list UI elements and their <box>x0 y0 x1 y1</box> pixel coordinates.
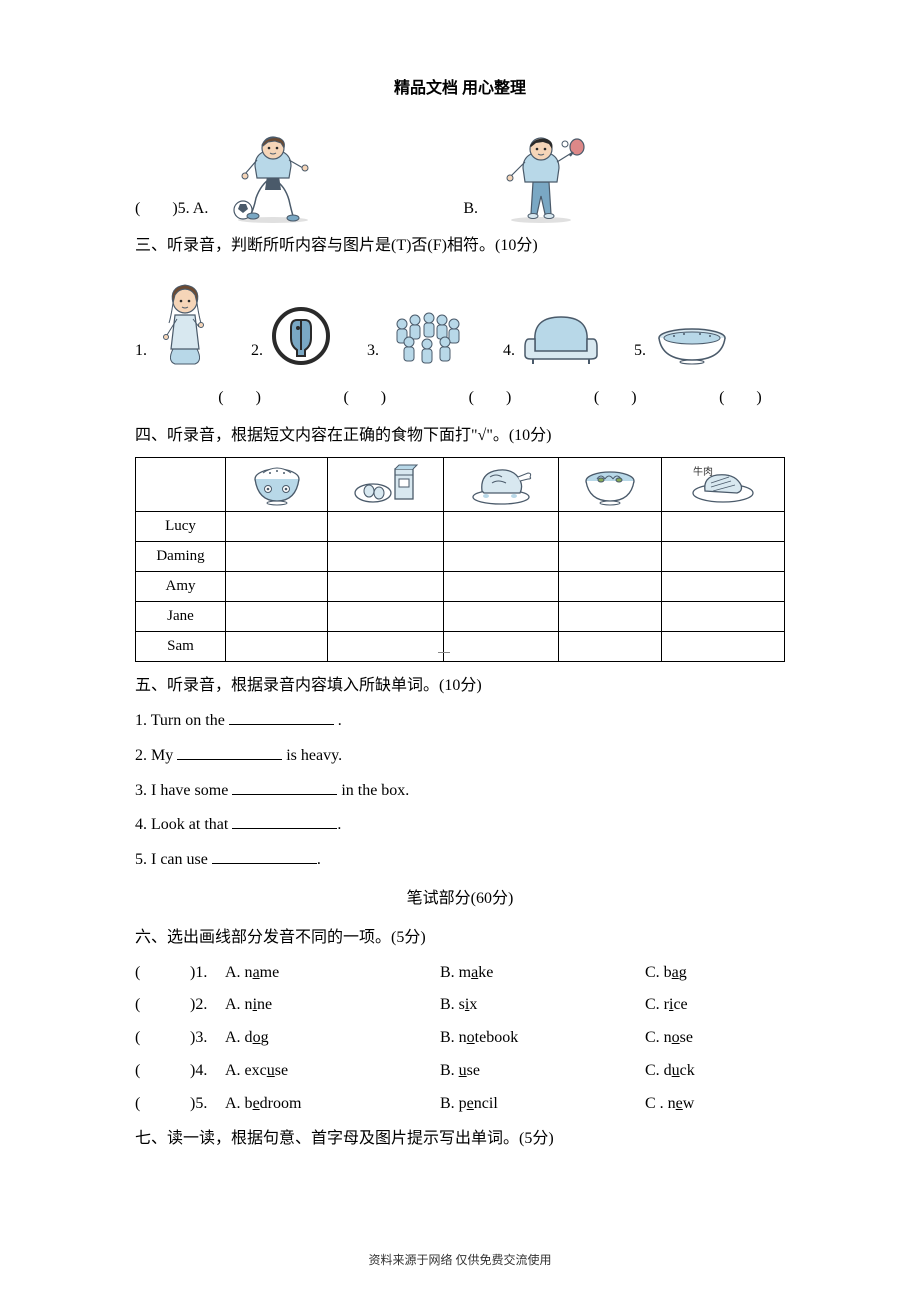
paren-5: ( ) <box>696 384 785 413</box>
paren-1: ( ) <box>195 384 284 413</box>
mc-opt-b: B. notebook <box>440 1024 645 1053</box>
rice-icon-cell <box>226 458 328 512</box>
mc-opt-c: C. rice <box>645 991 765 1020</box>
sec5-title: 五、听录音，根据录音内容填入所缺单词。(10分) <box>135 672 785 701</box>
sofa-icon <box>523 311 598 366</box>
mc-opt-b: B. use <box>440 1057 645 1086</box>
sec5-item-4: 4. Look at that . <box>135 811 785 840</box>
mc-paren: ( <box>135 1090 190 1119</box>
sec3-images-row: 1. 2. <box>135 281 785 366</box>
mc-opt-b: B. make <box>440 959 645 988</box>
svg-text:牛肉: 牛肉 <box>693 465 713 478</box>
paren-2: ( ) <box>320 384 409 413</box>
mc-row: ()5.A. bedroomB. pencilC . new <box>135 1090 785 1119</box>
q5-label-b: B. <box>463 195 478 224</box>
mc-opt-a: A. nine <box>225 991 440 1020</box>
mc-opt-a: A. excuse <box>225 1057 440 1086</box>
mc-num: )1. <box>190 959 225 988</box>
sec3-title: 三、听录音，判断所听内容与图片是(T)否(F)相符。(10分) <box>135 232 785 261</box>
mc-paren: ( <box>135 959 190 988</box>
mc-row: ()3.A. dogB. notebookC. nose <box>135 1024 785 1053</box>
sec6-title: 六、选出画线部分发音不同的一项。(5分) <box>135 924 785 953</box>
name-cell: Sam <box>136 632 226 662</box>
milk-egg-icon-cell <box>328 458 443 512</box>
chicken-icon-cell <box>443 458 558 512</box>
mc-opt-c: C. duck <box>645 1057 765 1086</box>
bowl-icon <box>654 326 729 366</box>
mc-num: )5. <box>190 1090 225 1119</box>
sec3-num-2: 2. <box>251 337 263 366</box>
food-table: 牛肉 Lucy Daming Amy Jane Sam <box>135 457 785 662</box>
mc-paren: ( <box>135 991 190 1020</box>
name-cell: Amy <box>136 572 226 602</box>
table-row: Amy <box>136 572 785 602</box>
name-cell: Lucy <box>136 512 226 542</box>
beef-icon-cell: 牛肉 <box>661 458 785 512</box>
question-5-row: ( )5. A. B. <box>135 134 785 224</box>
sec5-item-2: 2. My is heavy. <box>135 742 785 771</box>
q5-label-a: ( )5. A. <box>135 195 208 224</box>
paren-4: ( ) <box>571 384 660 413</box>
sec5-item-1: 1. Turn on the . <box>135 707 785 736</box>
mc-row: ()1.A. nameB. makeC. bag <box>135 959 785 988</box>
boy-soccer-icon <box>223 134 323 224</box>
mc-row: ()4.A. excuseB. useC. duck <box>135 1057 785 1086</box>
table-header-row: 牛肉 <box>136 458 785 512</box>
table-row: Jane <box>136 602 785 632</box>
name-cell: Jane <box>136 602 226 632</box>
page-header: 精品文档 用心整理 <box>135 75 785 104</box>
sec3-parens: ( ) ( ) ( ) ( ) ( ) <box>195 384 785 413</box>
page: 精品文档 用心整理 ( )5. A. B <box>0 0 920 1302</box>
mc-opt-c: C . new <box>645 1090 765 1119</box>
mc-num: )4. <box>190 1057 225 1086</box>
mc-num: )2. <box>190 991 225 1020</box>
mc-opt-b: B. six <box>440 991 645 1020</box>
mc-opt-a: A. dog <box>225 1024 440 1053</box>
page-footer: 资料来源于网络 仅供免费交流使用 <box>0 1250 920 1272</box>
girl-icon <box>155 281 215 366</box>
mc-opt-c: C. nose <box>645 1024 765 1053</box>
sec7-title: 七、读一读，根据句意、首字母及图片提示写出单词。(5分) <box>135 1125 785 1154</box>
name-cell: Daming <box>136 542 226 572</box>
mc-opt-c: C. bag <box>645 959 765 988</box>
mc-opt-a: A. bedroom <box>225 1090 440 1119</box>
table-row: Sam <box>136 632 785 662</box>
sec5-item-5: 5. I can use . <box>135 846 785 875</box>
paren-3: ( ) <box>445 384 534 413</box>
quiet-sign-icon <box>271 306 331 366</box>
table-row: Lucy <box>136 512 785 542</box>
sec4-title: 四、听录音，根据短文内容在正确的食物下面打"√"。(10分) <box>135 422 785 451</box>
written-header: 笔试部分(60分) <box>135 885 785 914</box>
sec3-num-4: 4. <box>503 337 515 366</box>
sec3-num-3: 3. <box>367 337 379 366</box>
page-center-marker <box>438 652 450 653</box>
table-row: Daming <box>136 542 785 572</box>
mc-opt-a: A. name <box>225 959 440 988</box>
sec3-num-1: 1. <box>135 337 147 366</box>
group-icon <box>387 306 467 366</box>
boy-pingpong-icon <box>493 134 588 224</box>
mc-row: ()2.A. nineB. sixC. rice <box>135 991 785 1020</box>
mc-opt-b: B. pencil <box>440 1090 645 1119</box>
mc-paren: ( <box>135 1057 190 1086</box>
mc-num: )3. <box>190 1024 225 1053</box>
sec5-item-3: 3. I have some in the box. <box>135 777 785 806</box>
sec3-num-5: 5. <box>634 337 646 366</box>
mc-paren: ( <box>135 1024 190 1053</box>
noodle-icon-cell <box>559 458 661 512</box>
